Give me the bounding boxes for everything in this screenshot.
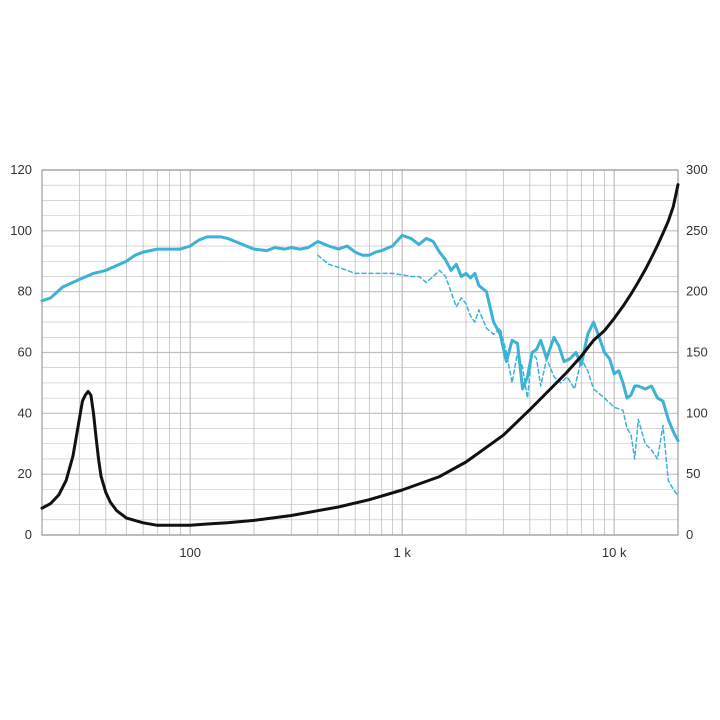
y-right-tick-label: 0 xyxy=(686,527,693,542)
x-tick-label: 100 xyxy=(179,545,201,560)
y-left-tick-label: 100 xyxy=(10,223,32,238)
y-right-tick-label: 100 xyxy=(686,405,708,420)
impedance-line xyxy=(40,183,680,527)
y-left-tick-label: 60 xyxy=(18,345,32,360)
y-left-tick-label: 40 xyxy=(18,405,32,420)
response-line xyxy=(40,233,680,443)
response-line-dashed xyxy=(317,254,679,497)
y-left-tick-label: 20 xyxy=(18,466,32,481)
y-right-tick-label: 150 xyxy=(686,345,708,360)
y-left-tick-label: 80 xyxy=(18,284,32,299)
y-right-tick-label: 250 xyxy=(686,223,708,238)
tick-labels: 100 1 k 10 k 0 20 40 60 80 100 120 0 50 100 150 200 250… xyxy=(10,162,707,560)
y-right-tick-label: 200 xyxy=(686,284,708,299)
grid xyxy=(41,169,679,536)
y-right-tick-label: 300 xyxy=(686,162,708,177)
x-tick-label: 1 k xyxy=(394,545,412,560)
y-left-tick-label: 120 xyxy=(10,162,32,177)
y-left-tick-label: 0 xyxy=(25,527,32,542)
plot-frame xyxy=(41,169,679,536)
series-group xyxy=(40,183,680,527)
y-right-tick-label: 50 xyxy=(686,466,700,481)
x-tick-label: 10 k xyxy=(602,545,627,560)
